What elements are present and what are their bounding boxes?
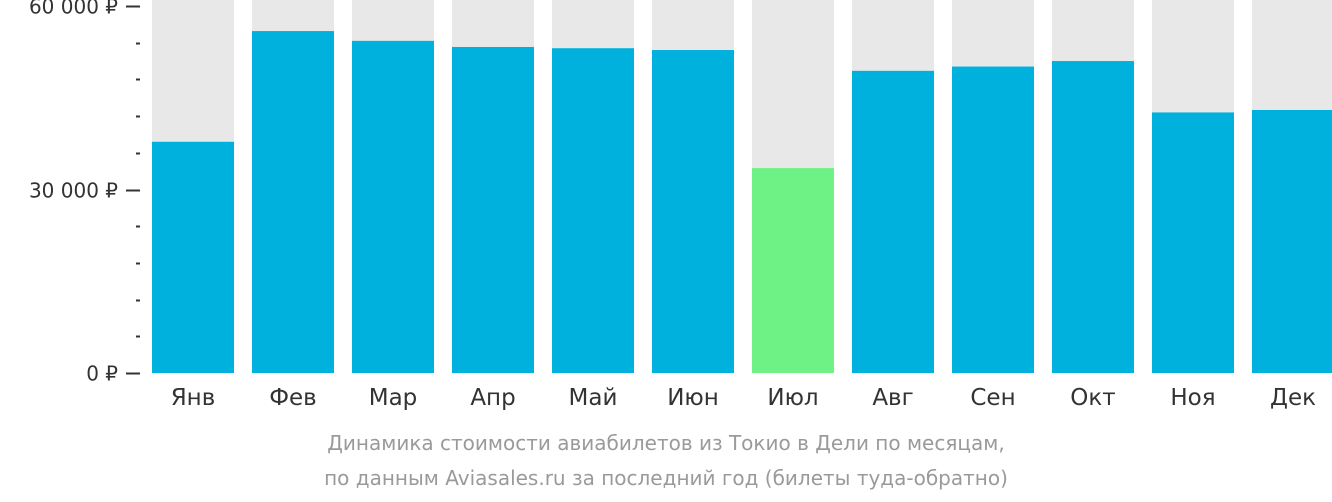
y-axis: 0 ₽ 30 000 ₽ 60 000 ₽ bbox=[29, 0, 140, 386]
y-tick-label: 0 ₽ bbox=[86, 362, 118, 386]
y-tick-label: 60 000 ₽ bbox=[29, 0, 118, 19]
bars-layer bbox=[152, 0, 1332, 374]
bar-1 bbox=[152, 141, 234, 373]
x-tick-label: Ноя bbox=[1170, 385, 1215, 411]
bar-5 bbox=[552, 48, 634, 374]
x-tick-label: Фев bbox=[269, 385, 317, 411]
chart-caption-line-2: по данным Aviasales.ru за последний год … bbox=[324, 466, 1008, 490]
bar-2 bbox=[252, 31, 334, 373]
x-tick-label: Июн bbox=[667, 385, 719, 411]
bar-7 bbox=[752, 168, 834, 373]
bar-11 bbox=[1152, 112, 1234, 374]
y-tick-label: 30 000 ₽ bbox=[29, 179, 118, 203]
x-tick-label: Май bbox=[569, 385, 618, 411]
x-tick-label: Окт bbox=[1070, 385, 1115, 411]
bar-3 bbox=[352, 40, 434, 374]
chart-caption-line-1: Динамика стоимости авиабилетов из Токио … bbox=[327, 431, 1005, 455]
bar-4 bbox=[452, 46, 534, 374]
x-tick-label: Авг bbox=[872, 385, 913, 411]
x-tick-label: Июл bbox=[767, 385, 818, 411]
x-tick-label: Дек bbox=[1270, 385, 1316, 411]
bar-12 bbox=[1252, 109, 1332, 373]
bar-6 bbox=[652, 50, 734, 373]
x-tick-label: Мар bbox=[369, 385, 418, 411]
bar-8 bbox=[852, 70, 934, 373]
x-tick-label: Апр bbox=[470, 385, 515, 411]
bar-10 bbox=[1052, 61, 1134, 374]
x-tick-label: Янв bbox=[171, 385, 216, 411]
bar-9 bbox=[952, 66, 1034, 374]
x-tick-label: Сен bbox=[970, 385, 1015, 411]
x-axis-labels: Янв Фев Мар Апр Май Июн Июл Авг Сен Окт Ноя Дек bbox=[171, 385, 1316, 411]
